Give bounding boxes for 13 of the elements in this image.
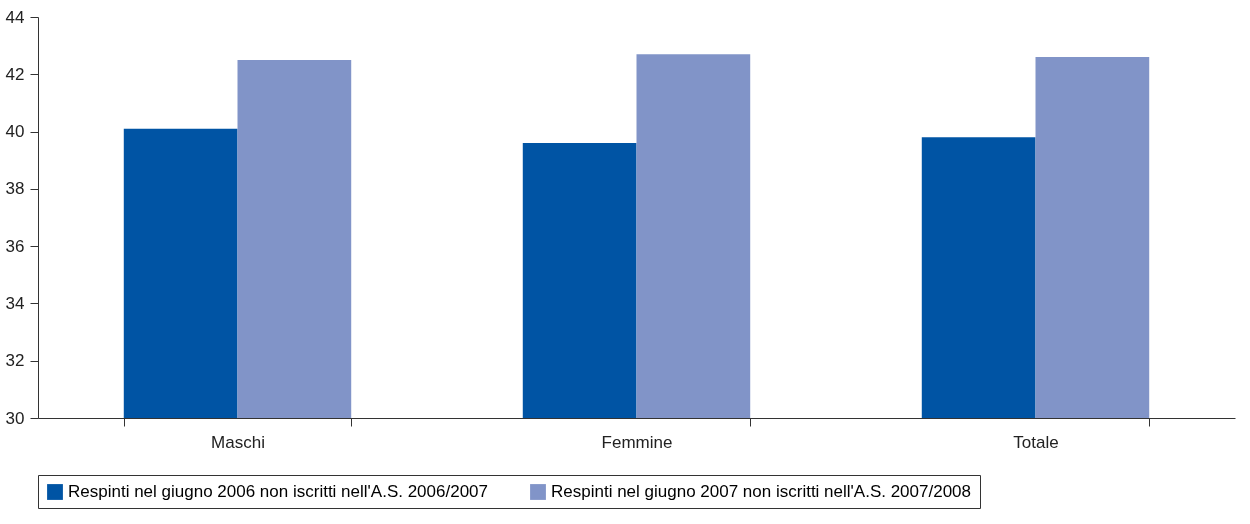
- y-tick-label: 44: [5, 7, 25, 27]
- x-tick-label: Maschi: [211, 432, 265, 452]
- legend-label: Respinti nel giugno 2006 non iscritti nell'A.S. 2006/2007: [68, 482, 489, 501]
- y-tick-label: 34: [5, 293, 25, 313]
- x-tick-label: Totale: [1013, 432, 1059, 452]
- y-tick-label: 42: [5, 64, 25, 84]
- legend-label: Respinti nel giugno 2007 non iscritti nell'A.S. 2007/2008: [551, 482, 972, 501]
- y-tick-label: 32: [5, 351, 25, 371]
- y-tick-label: 30: [5, 408, 25, 428]
- y-tick-label: 40: [5, 122, 25, 142]
- x-tick-label: Femmine: [601, 432, 673, 452]
- y-tick-label: 38: [5, 179, 25, 199]
- y-tick-label: 36: [5, 236, 25, 256]
